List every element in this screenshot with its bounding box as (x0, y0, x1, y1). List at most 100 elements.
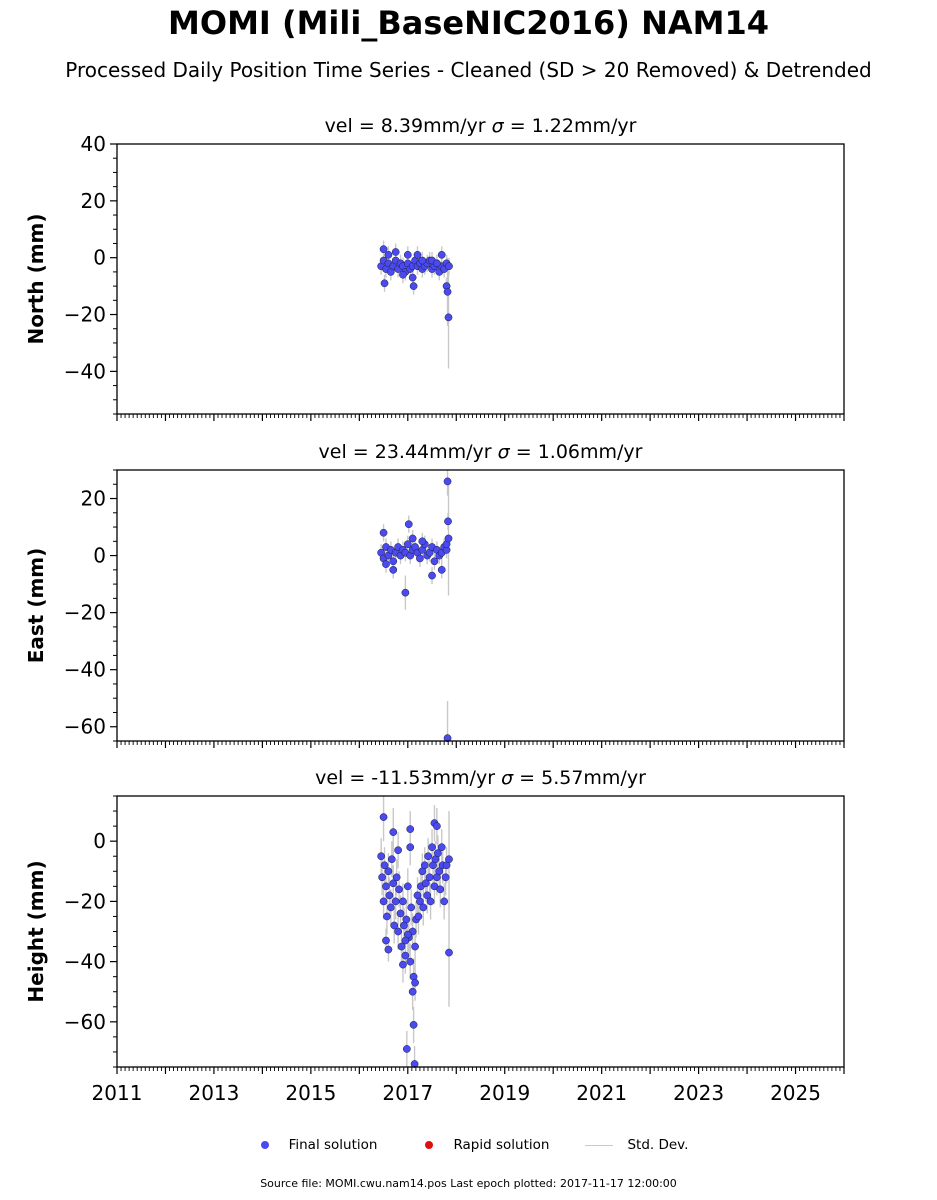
y-tick-label: 0 (93, 246, 106, 270)
data-point (389, 879, 398, 888)
data-point (382, 882, 390, 891)
data-point (377, 852, 385, 861)
data-point (414, 912, 423, 921)
data-point (444, 517, 452, 526)
data-point (394, 927, 402, 936)
data-point (406, 825, 415, 833)
data-point (384, 250, 393, 259)
data-point (385, 891, 394, 900)
legend-label-final: Final solution (288, 1137, 378, 1153)
data-point (394, 846, 402, 855)
panel-title: vel = 8.39mm/yr σ = 1.22mm/yr (325, 115, 637, 137)
panel-title: vel = -11.53mm/yr σ = 5.57mm/yr (315, 767, 646, 789)
data-point (391, 897, 400, 906)
data-point (433, 259, 441, 268)
data-point (437, 250, 446, 259)
data-point (416, 897, 424, 906)
data-point (408, 987, 417, 996)
data-point (445, 262, 453, 271)
data-point (383, 912, 391, 921)
y-axis-label: East (mm) (24, 548, 48, 664)
data-point (379, 245, 388, 254)
data-point (378, 873, 386, 882)
data-point (409, 282, 418, 290)
page-subtitle: Processed Daily Position Time Series - C… (65, 58, 872, 82)
chart-canvas: vel = 8.39mm/yr σ = 1.22mm/yr 40 20 0 −20 −40… (24, 115, 845, 1105)
data-point (402, 915, 411, 924)
data-point (390, 921, 399, 930)
y-tick-label: −20 (64, 303, 106, 327)
data-point (423, 891, 432, 900)
data-point (411, 978, 419, 987)
y-tick-label: −60 (64, 1010, 106, 1034)
data-point (409, 1020, 418, 1029)
data-point (436, 885, 445, 894)
data-point (416, 554, 424, 563)
y-tick-label: 20 (81, 487, 106, 511)
legend-item-stddev: Std. Dev. (585, 1137, 688, 1153)
data-point (389, 565, 398, 574)
data-point (382, 560, 390, 568)
data-point (437, 843, 446, 852)
y-axis-label: North (mm) (24, 213, 48, 344)
data-point (389, 557, 398, 566)
y-tick-label: −40 (64, 658, 106, 682)
data-point (435, 867, 444, 876)
data-point (418, 537, 427, 546)
data-point (425, 873, 434, 882)
data-point (386, 903, 395, 912)
final-solution-marker (260, 1141, 269, 1149)
data-point (418, 256, 427, 265)
data-point (389, 828, 398, 836)
legend-label-stddev: Std. Dev. (627, 1137, 689, 1153)
data-point (406, 957, 415, 966)
data-point (443, 477, 452, 486)
x-tick-label: 2011 (92, 1081, 143, 1105)
data-point (419, 903, 428, 912)
data-point (399, 897, 407, 906)
data-point (399, 960, 407, 969)
data-point (380, 279, 389, 288)
data-point (401, 936, 410, 945)
x-tick-label: 2023 (673, 1081, 724, 1105)
data-point (420, 861, 429, 870)
data-point (403, 540, 412, 549)
data-point (440, 897, 448, 906)
data-point (404, 520, 413, 529)
stddev-line-marker (585, 1144, 614, 1146)
x-tick-label: 2025 (770, 1081, 821, 1105)
data-point (392, 873, 401, 882)
data-point (421, 879, 430, 888)
plot-frame (116, 469, 845, 742)
data-point (379, 528, 388, 537)
y-axis-label: Height (mm) (24, 860, 48, 1002)
plot-frame (116, 143, 845, 415)
data-point (411, 942, 419, 951)
data-point (424, 852, 433, 861)
data-point (396, 909, 405, 918)
data-point (401, 588, 410, 597)
y-tick-label: −20 (64, 601, 106, 625)
legend-item-final: Final solution (249, 1137, 378, 1153)
data-point (445, 855, 453, 864)
data-point (397, 942, 406, 951)
data-point (395, 885, 403, 894)
data-point (379, 813, 388, 821)
data-point (426, 897, 435, 906)
data-point (401, 951, 410, 960)
x-tick-label: 2019 (479, 1081, 530, 1105)
data-point (445, 948, 453, 957)
data-point (380, 861, 389, 870)
data-point (441, 873, 450, 882)
y-tick-label: 0 (93, 544, 106, 568)
data-point (408, 534, 417, 543)
data-point (433, 849, 442, 858)
data-point (391, 248, 400, 256)
page-title: MOMI (Mili_BaseNIC2016) NAM14 (168, 4, 769, 42)
data-point (437, 565, 446, 574)
data-point (387, 855, 396, 864)
data-point (379, 897, 388, 906)
legend-item-rapid: Rapid solution (413, 1137, 549, 1153)
y-tick-label: −60 (64, 715, 106, 739)
data-point (403, 250, 412, 259)
